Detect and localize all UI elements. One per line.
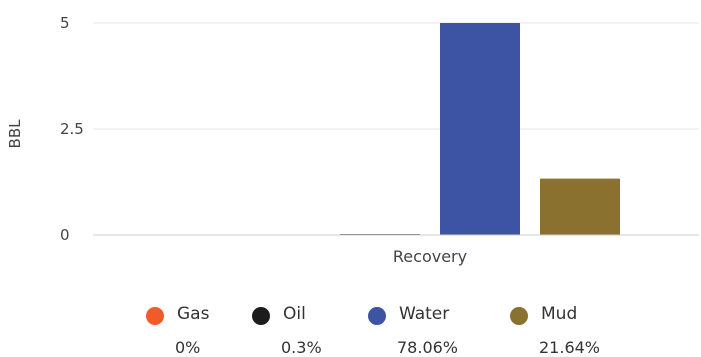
bar-mud[interactable]: [540, 178, 620, 235]
legend: Gas 0% Oil 0.3% Water 78.06% Mud 21.64%: [0, 296, 701, 357]
legend-item-mud[interactable]: Mud 21.64%: [510, 296, 620, 357]
legend-label: Water: [399, 304, 450, 324]
legend-marker: [146, 307, 164, 325]
legend-marker: [368, 307, 386, 325]
bar-series: [340, 23, 620, 235]
legend-label: Mud: [541, 304, 578, 324]
legend-item-oil[interactable]: Oil 0.3%: [252, 296, 362, 357]
y-tick-label: 5: [60, 14, 70, 32]
y-axis-ticks: 02.55: [60, 14, 84, 244]
legend-percent: 78.06%: [397, 338, 459, 357]
legend-item-gas[interactable]: Gas 0%: [146, 296, 256, 357]
legend-label: Oil: [283, 304, 306, 324]
legend-percent: 0.3%: [281, 338, 322, 357]
legend-label: Gas: [177, 304, 210, 324]
legend-item-water[interactable]: Water 78.06%: [368, 296, 478, 357]
gridlines: [93, 22, 699, 130]
y-tick-label: 0: [60, 226, 70, 244]
bar-water[interactable]: [440, 23, 520, 235]
y-axis-label: BBL: [6, 119, 24, 149]
x-category-label: Recovery: [393, 247, 467, 266]
legend-marker: [510, 307, 528, 325]
legend-marker: [252, 307, 270, 325]
legend-percent: 21.64%: [539, 338, 601, 357]
bar-chart: 02.55 Recovery BBL: [6, 14, 699, 266]
y-tick-label: 2.5: [60, 120, 84, 138]
legend-percent: 0%: [175, 338, 201, 357]
